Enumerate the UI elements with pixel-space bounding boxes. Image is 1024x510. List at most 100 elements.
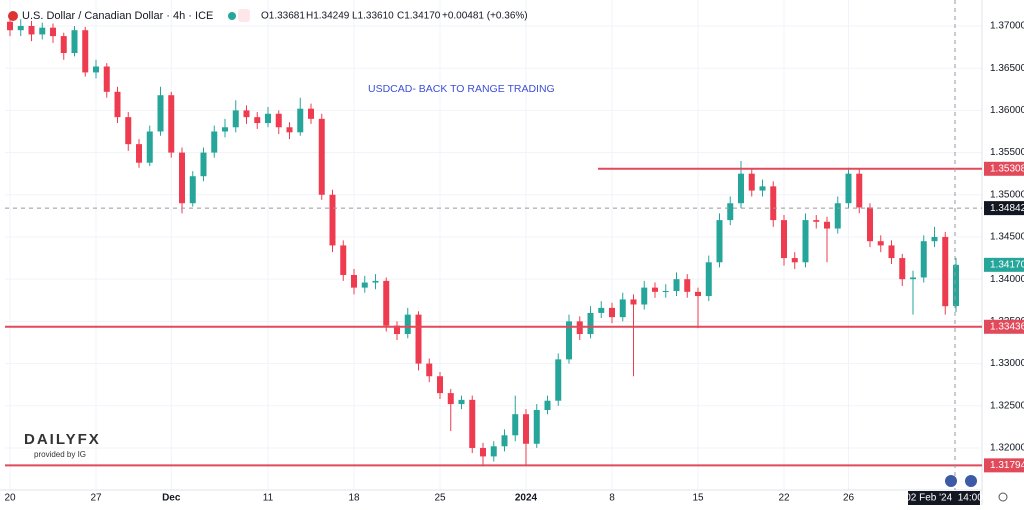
candle-body (609, 307, 615, 318)
candle-body (652, 287, 658, 292)
candle-body (856, 173, 863, 208)
candle-body (458, 399, 465, 405)
candle-body (662, 290, 669, 292)
candle-body (179, 152, 185, 204)
x-tick-label: 27 (90, 493, 102, 504)
candle-body (82, 30, 89, 73)
candle-body (802, 220, 809, 263)
candle-body (28, 25, 35, 35)
candle-body (404, 314, 411, 335)
candle-body (619, 299, 626, 318)
y-tick-label: 1.36000 (990, 105, 1024, 116)
x-tick-label: 8 (609, 493, 615, 504)
x-tick-label: 18 (348, 493, 360, 504)
y-tick-label: 1.37000 (990, 21, 1024, 32)
candle-body (361, 282, 368, 288)
event-flag[interactable] (965, 475, 977, 487)
candle-body (641, 287, 648, 305)
level-price-box (984, 458, 1024, 473)
candle-body (555, 359, 562, 401)
level-price-box (984, 161, 1024, 176)
candle-body (60, 36, 67, 54)
candle-body (738, 173, 744, 204)
candle-body (125, 117, 132, 145)
candle-body (71, 30, 78, 54)
x-tick-label: 26 (843, 493, 855, 504)
x-tick-label: Dec (162, 493, 181, 504)
candle-body (254, 117, 261, 124)
y-tick-label: 1.32500 (990, 400, 1024, 411)
candle-body (791, 258, 798, 263)
candle-body (953, 264, 959, 307)
y-tick-label: 1.36500 (990, 63, 1024, 74)
indicator-toggle[interactable] (238, 9, 250, 22)
candle-body (243, 110, 250, 118)
candle-body (910, 277, 916, 280)
status-dot (228, 12, 236, 20)
candle-body (727, 203, 734, 221)
candle-body (533, 409, 540, 444)
candle-body (415, 314, 422, 364)
candle-body (523, 414, 529, 444)
candle-body (340, 245, 347, 275)
event-flag[interactable] (945, 475, 957, 487)
candle-body (437, 376, 443, 394)
candle-body (480, 447, 486, 457)
logo-sub: provided by IG (34, 450, 86, 459)
candle-body (920, 241, 927, 278)
legend-low: L1.33610 (352, 11, 394, 22)
candle-body (383, 280, 390, 326)
crosshair-price-box (984, 201, 1024, 216)
candle-body (211, 131, 218, 153)
last-price-label: 1.34170 (990, 259, 1024, 270)
legend-high: H1.34249 (306, 11, 350, 22)
candle-body (232, 110, 239, 128)
candle-body (824, 221, 830, 229)
candle-body (157, 95, 164, 132)
candle-body (93, 66, 99, 73)
candle-body (136, 144, 142, 163)
candle-body (716, 220, 723, 263)
candle-body (17, 25, 24, 31)
candle-body (684, 279, 691, 292)
candle-body (705, 262, 712, 297)
annotation: USDCAD- BACK TO RANGE TRADING (368, 83, 555, 95)
crosshair-time-box (908, 491, 980, 505)
last-price-box (984, 257, 1024, 272)
x-tick-label: 22 (778, 493, 790, 504)
candle-body (512, 414, 519, 436)
candle-body (587, 312, 594, 335)
level-price-box (984, 319, 1024, 334)
symbol-flag (8, 11, 18, 21)
y-tick-label: 1.35500 (990, 147, 1024, 158)
candle-body (146, 131, 153, 163)
x-tick-label: 11 (263, 493, 274, 504)
candle-body (50, 27, 56, 37)
x-tick-label: 20 (4, 493, 16, 504)
candle-body (469, 399, 476, 448)
candle-body (834, 203, 841, 229)
candle-body (39, 27, 46, 35)
candle-body (630, 299, 637, 305)
crosshair-time-label: 02 Feb '24 14:00 (905, 493, 983, 504)
candle-body (899, 258, 906, 280)
candle-body (189, 176, 196, 204)
candle-body (770, 186, 777, 221)
level-price-label: 1.33436 (990, 321, 1024, 332)
y-tick-label: 1.32000 (990, 443, 1024, 454)
candle-body (318, 118, 325, 195)
candle-body (275, 113, 282, 128)
candle-body (351, 274, 357, 288)
level-price-label: 1.35308 (990, 163, 1024, 174)
candle-body (888, 245, 895, 259)
candle-body (566, 321, 572, 360)
candle-body (673, 279, 680, 291)
candle-body (200, 152, 207, 177)
y-tick-label: 1.35000 (990, 189, 1024, 200)
x-tick-label: 25 (434, 493, 446, 504)
candle-body (286, 127, 293, 133)
x-tick-label: 15 (692, 493, 704, 504)
settings-icon[interactable] (998, 492, 1008, 502)
